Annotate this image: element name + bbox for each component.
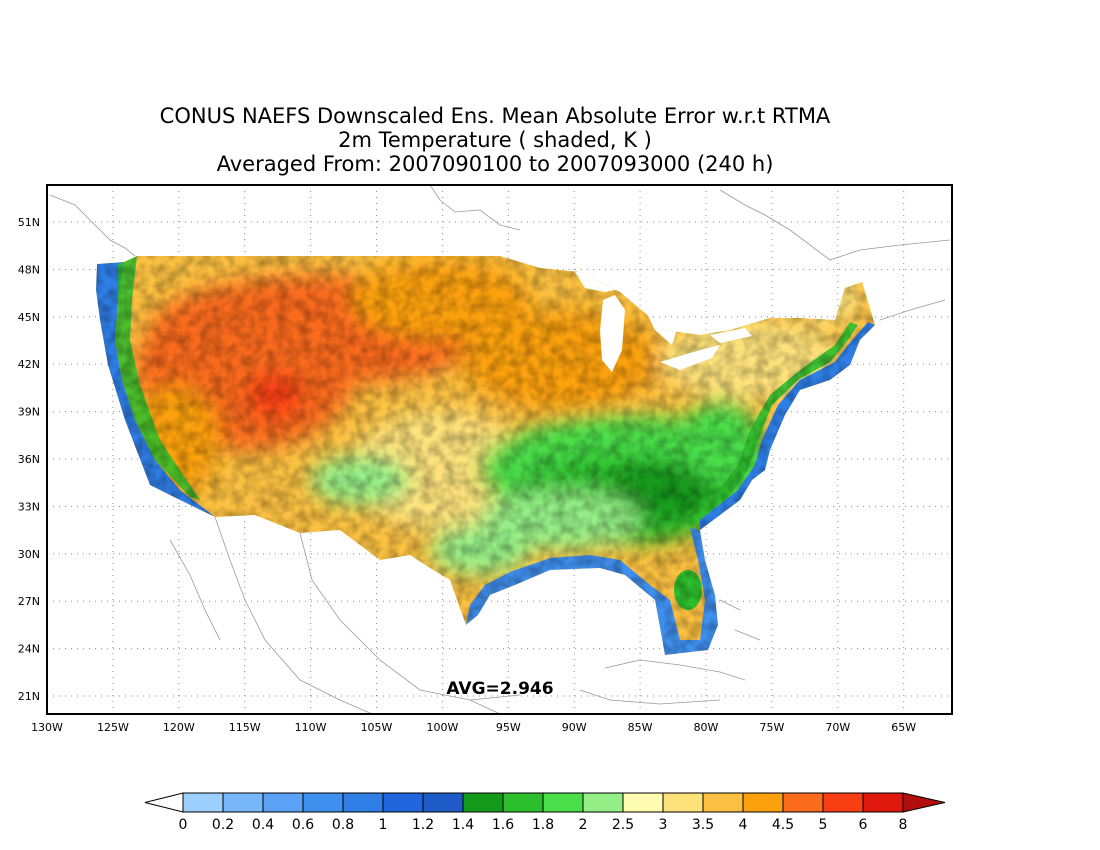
colorbar-label: 0	[179, 817, 188, 833]
colorbar-label: 0.2	[212, 817, 234, 833]
lat-tick-label: 36N	[18, 453, 40, 466]
lon-tick-label: 110W	[295, 721, 327, 734]
colorbar-label: 2.5	[612, 817, 634, 833]
average-value-label: AVG=2.946	[446, 679, 553, 699]
colorbar-swatch	[702, 792, 744, 813]
colorbar-label: 1.4	[452, 817, 474, 833]
lat-tick-label: 48N	[18, 263, 40, 276]
colorbar-under-triangle	[144, 792, 184, 813]
colorbar-swatch	[182, 792, 224, 813]
colorbar-swatch	[382, 792, 424, 813]
colorbar-swatch	[622, 792, 664, 813]
lon-tick-label: 90W	[562, 721, 587, 734]
lat-tick-label: 42N	[18, 358, 40, 371]
colorbar-label: 1	[379, 817, 388, 833]
colorbar-label: 3	[659, 817, 668, 833]
colorbar-swatch	[862, 792, 904, 813]
lat-tick-label: 27N	[18, 595, 40, 608]
colorbar-label: 0.8	[332, 817, 354, 833]
colorbar-label: 1.8	[532, 817, 554, 833]
colorbar-swatch	[462, 792, 504, 813]
lon-tick-label: 85W	[628, 721, 653, 734]
longitude-tick-labels: 130W 125W 120W 115W 110W 105W 100W 95W 90W 85W 80W…	[31, 721, 916, 734]
lon-tick-label: 125W	[97, 721, 129, 734]
colorbar-over-triangle	[902, 792, 946, 813]
map-subtitle-variable: 2m Temperature ( shaded, K )	[338, 128, 652, 152]
lon-tick-label: 115W	[229, 721, 261, 734]
colorbar-label: 2	[579, 817, 588, 833]
colorbar-label: 5	[819, 817, 828, 833]
colorbar-swatch	[542, 792, 584, 813]
lon-tick-label: 120W	[163, 721, 195, 734]
colorbar-label: 1.6	[492, 817, 514, 833]
colorbar-swatch	[742, 792, 784, 813]
colorbar-swatch	[822, 792, 864, 813]
colorbar-swatch	[582, 792, 624, 813]
colorbar-swatch	[422, 792, 464, 813]
colorbar-label: 8	[899, 817, 908, 833]
map-subtitle-period: Averaged From: 2007090100 to 2007093000 …	[216, 152, 774, 176]
map-title: CONUS NAEFS Downscaled Ens. Mean Absolut…	[159, 104, 831, 128]
colorbar-swatch	[222, 792, 264, 813]
lat-tick-label: 51N	[18, 216, 40, 229]
lon-tick-label: 100W	[426, 721, 458, 734]
lon-tick-label: 65W	[891, 721, 916, 734]
colorbar-swatch	[502, 792, 544, 813]
lat-tick-label: 39N	[18, 406, 40, 419]
colorbar-label: 4.5	[772, 817, 794, 833]
colorbar-label: 0.6	[292, 817, 314, 833]
lat-tick-label: 24N	[18, 643, 40, 656]
lat-tick-label: 30N	[18, 548, 40, 561]
lon-tick-label: 80W	[694, 721, 719, 734]
colorbar-swatch	[782, 792, 824, 813]
colorbar-label: 3.5	[692, 817, 714, 833]
colorbar-label: 0.4	[252, 817, 274, 833]
colorbar-swatch	[342, 792, 384, 813]
map-frame-border	[46, 184, 953, 715]
colorbar-swatch	[662, 792, 704, 813]
colorbar-label: 1.2	[412, 817, 434, 833]
lon-tick-label: 130W	[31, 721, 63, 734]
colorbar-swatch	[262, 792, 304, 813]
lon-tick-label: 105W	[361, 721, 393, 734]
latitude-tick-labels: 51N 48N 45N 42N 39N 36N 33N 30N 27N 24N 21N	[18, 216, 40, 703]
country-outlines	[49, 185, 951, 714]
colorbar-swatch	[302, 792, 344, 813]
lon-tick-label: 95W	[496, 721, 521, 734]
lon-tick-label: 75W	[759, 721, 784, 734]
lat-tick-label: 33N	[18, 500, 40, 513]
lat-tick-label: 21N	[18, 690, 40, 703]
lon-tick-label: 70W	[825, 721, 850, 734]
colorbar: 0 0.2 0.4 0.6 0.8 1 1.2 1.4 1.6 1.8 2 2.5 3 3.5 4 4.5 5 6…	[144, 792, 946, 833]
lat-tick-label: 45N	[18, 311, 40, 324]
colorbar-label: 6	[859, 817, 868, 833]
colorbar-label: 4	[739, 817, 748, 833]
